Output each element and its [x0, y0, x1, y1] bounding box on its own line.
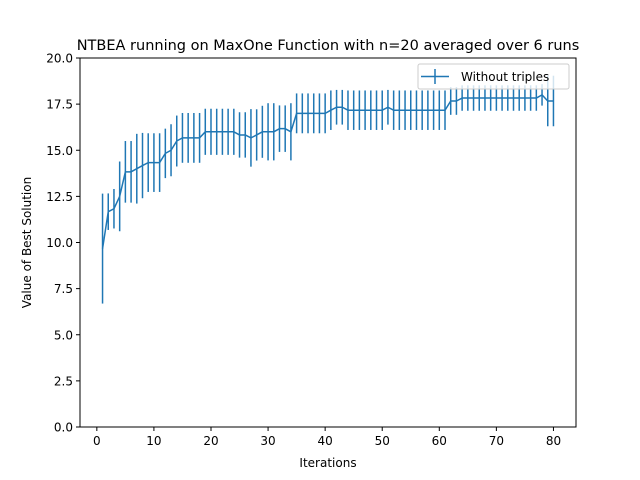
- x-tick-label: 30: [260, 434, 275, 448]
- chart-title: NTBEA running on MaxOne Function with n=…: [77, 38, 580, 54]
- x-tick-label: 80: [546, 434, 561, 448]
- series-line: [101, 94, 554, 249]
- x-tick-label: 0: [93, 434, 101, 448]
- legend-label: Without triples: [461, 70, 549, 84]
- x-tick-label: 50: [375, 434, 390, 448]
- legend-box: [417, 63, 570, 90]
- plot-area: [101, 75, 555, 304]
- y-tick-label: 2.5: [54, 374, 73, 388]
- x-tick-label: 20: [203, 434, 218, 448]
- y-tick-label: 15.0: [46, 144, 73, 158]
- x-tick-label: 40: [318, 434, 333, 448]
- y-tick-label: 7.5: [54, 282, 73, 296]
- y-tick-label: 20.0: [46, 52, 73, 66]
- y-tick-label: 0.0: [54, 421, 73, 435]
- axis-ticks: 0 10 20 30 40 50 60 70 80 0.0 2.5 5.0 7.5 10.0 12.5 15.…: [46, 52, 561, 449]
- x-tick-label: 70: [489, 434, 504, 448]
- axes-frame: [79, 57, 577, 428]
- legend: Without triples: [417, 63, 570, 90]
- x-axis-label: Iterations: [299, 456, 356, 470]
- x-tick-label: 10: [146, 434, 161, 448]
- y-axis-label: Value of Best Solution: [20, 177, 34, 308]
- y-tick-label: 17.5: [46, 98, 73, 112]
- y-tick-label: 5.0: [54, 328, 73, 342]
- y-tick-label: 12.5: [46, 190, 73, 204]
- x-tick-label: 60: [432, 434, 447, 448]
- y-tick-label: 10.0: [46, 236, 73, 250]
